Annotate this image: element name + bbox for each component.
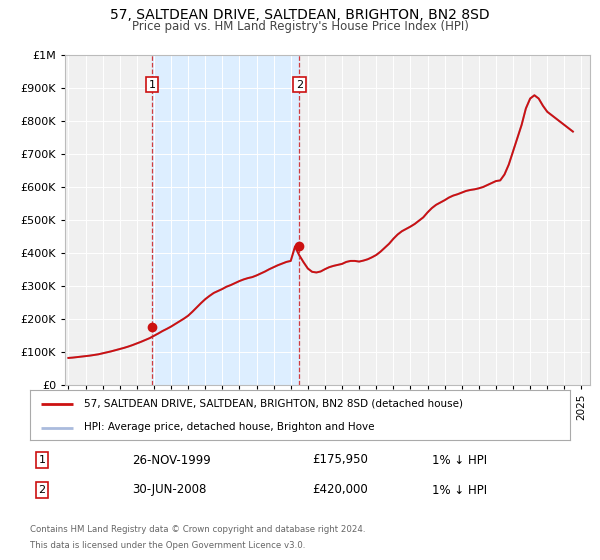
Text: 2: 2: [296, 80, 303, 90]
Text: HPI: Average price, detached house, Brighton and Hove: HPI: Average price, detached house, Brig…: [84, 422, 374, 432]
Text: 26-NOV-1999: 26-NOV-1999: [132, 454, 211, 466]
Text: 30-JUN-2008: 30-JUN-2008: [132, 483, 206, 497]
Text: 57, SALTDEAN DRIVE, SALTDEAN, BRIGHTON, BN2 8SD: 57, SALTDEAN DRIVE, SALTDEAN, BRIGHTON, …: [110, 8, 490, 22]
Text: £175,950: £175,950: [312, 454, 368, 466]
Text: Contains HM Land Registry data © Crown copyright and database right 2024.: Contains HM Land Registry data © Crown c…: [30, 525, 365, 534]
Text: 1% ↓ HPI: 1% ↓ HPI: [432, 483, 487, 497]
Text: 2: 2: [38, 485, 46, 495]
Text: 1% ↓ HPI: 1% ↓ HPI: [432, 454, 487, 466]
Text: 57, SALTDEAN DRIVE, SALTDEAN, BRIGHTON, BN2 8SD (detached house): 57, SALTDEAN DRIVE, SALTDEAN, BRIGHTON, …: [84, 399, 463, 408]
Bar: [152, 55, 299, 385]
Text: £420,000: £420,000: [312, 483, 368, 497]
Text: This data is licensed under the Open Government Licence v3.0.: This data is licensed under the Open Gov…: [30, 540, 305, 549]
Text: 1: 1: [149, 80, 156, 90]
Text: Price paid vs. HM Land Registry's House Price Index (HPI): Price paid vs. HM Land Registry's House …: [131, 20, 469, 32]
Text: 1: 1: [38, 455, 46, 465]
